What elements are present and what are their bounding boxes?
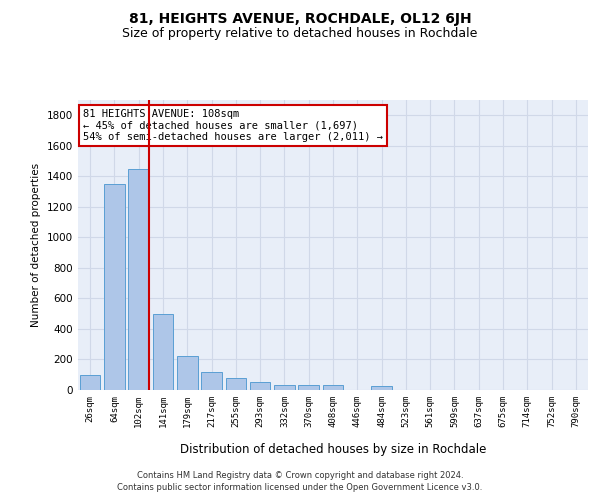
Text: Size of property relative to detached houses in Rochdale: Size of property relative to detached ho… bbox=[122, 28, 478, 40]
Bar bbox=[104, 184, 125, 390]
Bar bbox=[152, 314, 173, 390]
Bar bbox=[371, 386, 392, 390]
Text: Distribution of detached houses by size in Rochdale: Distribution of detached houses by size … bbox=[180, 442, 486, 456]
Bar bbox=[177, 356, 197, 390]
Y-axis label: Number of detached properties: Number of detached properties bbox=[31, 163, 41, 327]
Bar bbox=[226, 378, 246, 390]
Bar bbox=[201, 372, 222, 390]
Bar bbox=[298, 386, 319, 390]
Bar bbox=[250, 382, 271, 390]
Text: 81, HEIGHTS AVENUE, ROCHDALE, OL12 6JH: 81, HEIGHTS AVENUE, ROCHDALE, OL12 6JH bbox=[128, 12, 472, 26]
Bar bbox=[323, 386, 343, 390]
Text: Contains public sector information licensed under the Open Government Licence v3: Contains public sector information licen… bbox=[118, 484, 482, 492]
Bar bbox=[80, 374, 100, 390]
Text: Contains HM Land Registry data © Crown copyright and database right 2024.: Contains HM Land Registry data © Crown c… bbox=[137, 471, 463, 480]
Bar bbox=[274, 384, 295, 390]
Bar bbox=[128, 168, 149, 390]
Text: 81 HEIGHTS AVENUE: 108sqm
← 45% of detached houses are smaller (1,697)
54% of se: 81 HEIGHTS AVENUE: 108sqm ← 45% of detac… bbox=[83, 108, 383, 142]
